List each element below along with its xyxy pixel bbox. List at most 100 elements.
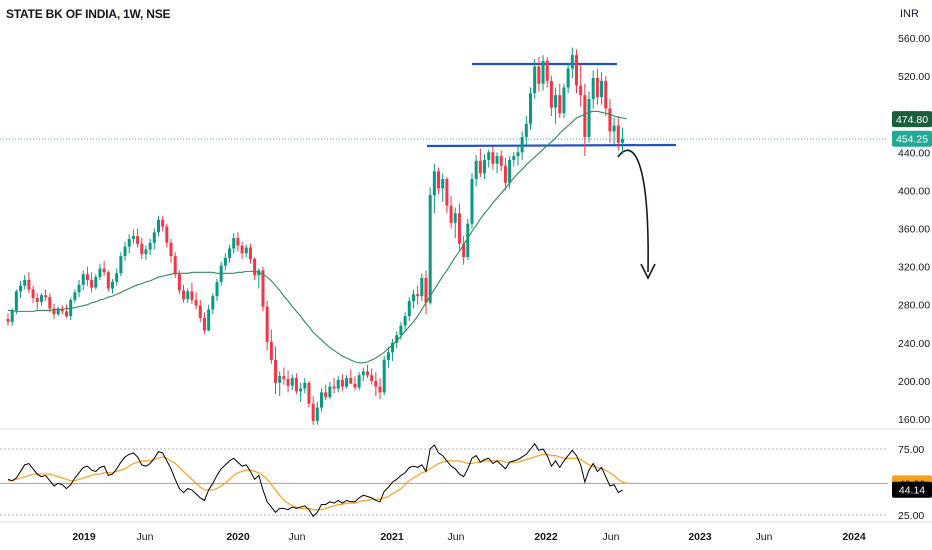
candle-body — [207, 309, 211, 331]
candle — [608, 98, 612, 143]
candle-body — [48, 297, 52, 309]
candle-body — [361, 371, 365, 376]
candle-body — [39, 295, 43, 302]
rsi-value-badge: 44.14 — [892, 481, 932, 498]
candle-body — [508, 159, 512, 183]
candle-body — [370, 375, 374, 381]
candle — [336, 376, 340, 393]
candle — [386, 346, 390, 368]
ma-value-badge-bg — [892, 111, 932, 128]
candle — [499, 150, 503, 172]
time-tick-label: Jun — [289, 531, 306, 543]
candle-body — [194, 299, 198, 306]
candle — [432, 163, 436, 214]
candle — [370, 368, 374, 385]
candle — [549, 76, 553, 117]
candle — [23, 275, 27, 290]
candle-body — [73, 292, 77, 300]
candle-body — [102, 268, 106, 273]
candle-body — [595, 78, 599, 98]
time-tick-label: 2019 — [72, 531, 96, 543]
candle — [156, 216, 160, 237]
candle-body — [290, 378, 294, 386]
candle — [81, 270, 85, 291]
candle-body — [587, 98, 591, 138]
candle — [190, 282, 194, 304]
candle — [328, 381, 332, 399]
candle — [357, 372, 361, 391]
candle — [136, 228, 140, 248]
candle-body — [345, 378, 349, 387]
candle — [307, 380, 311, 408]
price-tick-label: 280.00 — [898, 300, 930, 312]
candle — [562, 83, 566, 119]
candle-body — [85, 274, 89, 280]
candle — [123, 241, 127, 261]
candle — [616, 116, 620, 151]
candle — [244, 244, 248, 258]
chart-title: STATE BK OF INDIA, 1W, NSE — [6, 7, 171, 21]
candle — [236, 232, 240, 252]
candle-body — [399, 325, 403, 336]
candle-body — [428, 195, 432, 303]
candle-body — [407, 300, 411, 317]
candle — [303, 378, 307, 394]
candle — [487, 149, 491, 168]
candle-body — [106, 272, 110, 289]
candle-body — [169, 242, 173, 257]
candle-body — [123, 246, 127, 257]
candle-body — [495, 156, 499, 164]
candle-body — [165, 226, 169, 243]
candle-body — [27, 279, 31, 290]
candle-body — [10, 310, 14, 322]
price-tick-label: 240.00 — [898, 338, 930, 350]
candle — [478, 148, 482, 178]
candle-body — [566, 68, 570, 88]
candle-body — [215, 281, 219, 297]
candle-body — [236, 238, 240, 246]
candle — [294, 373, 298, 395]
candle — [420, 273, 424, 301]
candle — [445, 177, 449, 214]
candle-body — [136, 236, 140, 244]
candle-body — [378, 386, 382, 393]
candle-body — [491, 152, 495, 164]
candle-body — [503, 165, 507, 183]
rsi-value-badge-text: 44.14 — [899, 485, 925, 497]
candle-body — [286, 378, 290, 386]
candle-body — [265, 306, 269, 342]
candle-body — [190, 291, 194, 300]
price-tick-label: 160.00 — [898, 414, 930, 426]
candle — [320, 388, 323, 412]
candle-body — [232, 238, 236, 249]
candle — [424, 270, 428, 315]
candle-body — [420, 278, 424, 297]
candle-body — [357, 375, 361, 388]
candle-body — [31, 289, 35, 299]
candle-body — [349, 378, 353, 384]
candle-body — [261, 270, 265, 307]
candle — [240, 241, 244, 259]
candle-body — [253, 258, 257, 276]
candle — [466, 218, 470, 260]
candle-body — [541, 60, 545, 84]
candle — [315, 401, 319, 425]
candle — [215, 278, 219, 301]
candle — [554, 87, 558, 124]
candle-body — [44, 295, 48, 298]
candle-body — [386, 352, 390, 360]
candle — [391, 338, 395, 361]
candle — [290, 374, 294, 391]
candle-body — [445, 178, 449, 206]
candle — [265, 300, 269, 351]
ma-value-badge: 474.80 — [892, 111, 932, 128]
candle-body — [562, 87, 566, 114]
candle-body — [411, 294, 415, 301]
candle-body — [382, 359, 386, 393]
candle-body — [6, 318, 10, 322]
candle — [403, 312, 407, 332]
candle — [558, 83, 562, 119]
candle-body — [131, 236, 135, 239]
rsi-tick-label: 25.00 — [898, 510, 924, 522]
